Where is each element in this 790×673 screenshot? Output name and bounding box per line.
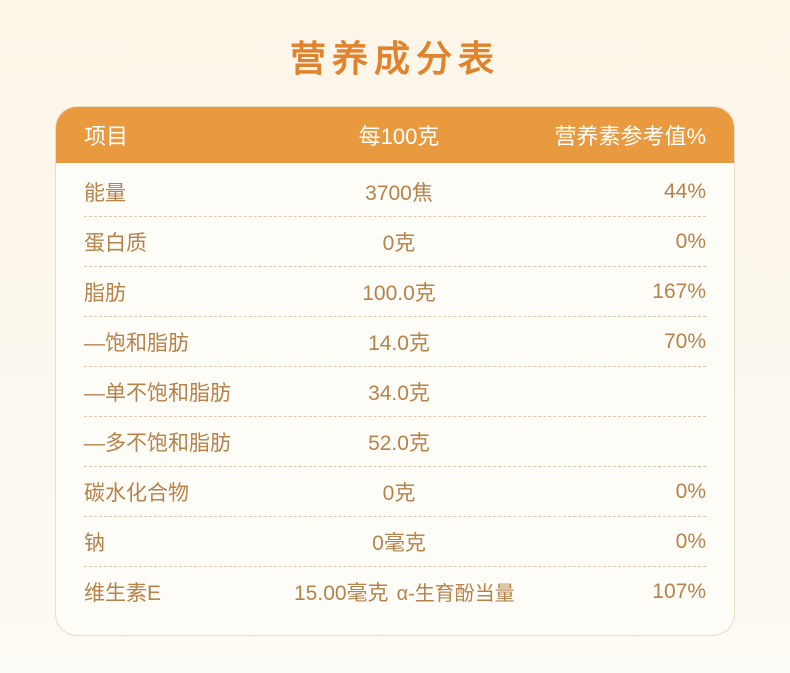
table-row: 脂肪100.0克167% <box>84 267 706 317</box>
table-row: —多不饱和脂肪52.0克 <box>84 417 706 467</box>
cell-value: 15.00毫克α-生育酚当量 <box>294 577 515 607</box>
table-row: 维生素E15.00毫克α-生育酚当量107% <box>84 567 706 617</box>
cell-nrv: 0% <box>504 530 706 554</box>
cell-value: 0克 <box>294 477 504 507</box>
cell-label: —多不饱和脂肪 <box>84 427 294 457</box>
cell-value: 14.0克 <box>294 327 504 357</box>
cell-nrv: 70% <box>504 330 706 354</box>
table-row: —单不饱和脂肪34.0克 <box>84 367 706 417</box>
cell-label: 维生素E <box>84 577 294 607</box>
header-col-item: 项目 <box>84 119 294 151</box>
cell-value: 0毫克 <box>294 527 504 557</box>
cell-extra: α-生育酚当量 <box>397 583 515 605</box>
page-title: 营养成分表 <box>290 30 500 82</box>
header-col-nrv: 营养素参考值% <box>504 119 706 151</box>
table-row: 蛋白质0克0% <box>84 217 706 267</box>
table-row: 能量3700焦44% <box>84 167 706 217</box>
table-row: 钠0毫克0% <box>84 517 706 567</box>
table-row: 碳水化合物0克0% <box>84 467 706 517</box>
cell-value: 52.0克 <box>294 427 504 457</box>
cell-value: 34.0克 <box>294 377 504 407</box>
cell-nrv: 44% <box>504 180 706 204</box>
cell-nrv: 107% <box>515 580 706 604</box>
header-col-per100g: 每100克 <box>294 119 504 151</box>
cell-label: 钠 <box>84 527 294 557</box>
nutrition-table: 项目 每100克 营养素参考值% 能量3700焦44%蛋白质0克0%脂肪100.… <box>55 106 735 636</box>
cell-label: 能量 <box>84 177 294 207</box>
cell-label: —饱和脂肪 <box>84 327 294 357</box>
cell-value: 3700焦 <box>294 177 504 207</box>
cell-nrv: 0% <box>504 230 706 254</box>
cell-value: 100.0克 <box>294 277 504 307</box>
cell-nrv: 0% <box>504 480 706 504</box>
cell-label: 蛋白质 <box>84 227 294 257</box>
cell-nrv: 167% <box>504 280 706 304</box>
table-header: 项目 每100克 营养素参考值% <box>56 107 734 163</box>
cell-value: 0克 <box>294 227 504 257</box>
cell-label: 脂肪 <box>84 277 294 307</box>
table-body: 能量3700焦44%蛋白质0克0%脂肪100.0克167%—饱和脂肪14.0克7… <box>56 163 734 635</box>
cell-label: 碳水化合物 <box>84 477 294 507</box>
table-row: —饱和脂肪14.0克70% <box>84 317 706 367</box>
cell-label: —单不饱和脂肪 <box>84 377 294 407</box>
